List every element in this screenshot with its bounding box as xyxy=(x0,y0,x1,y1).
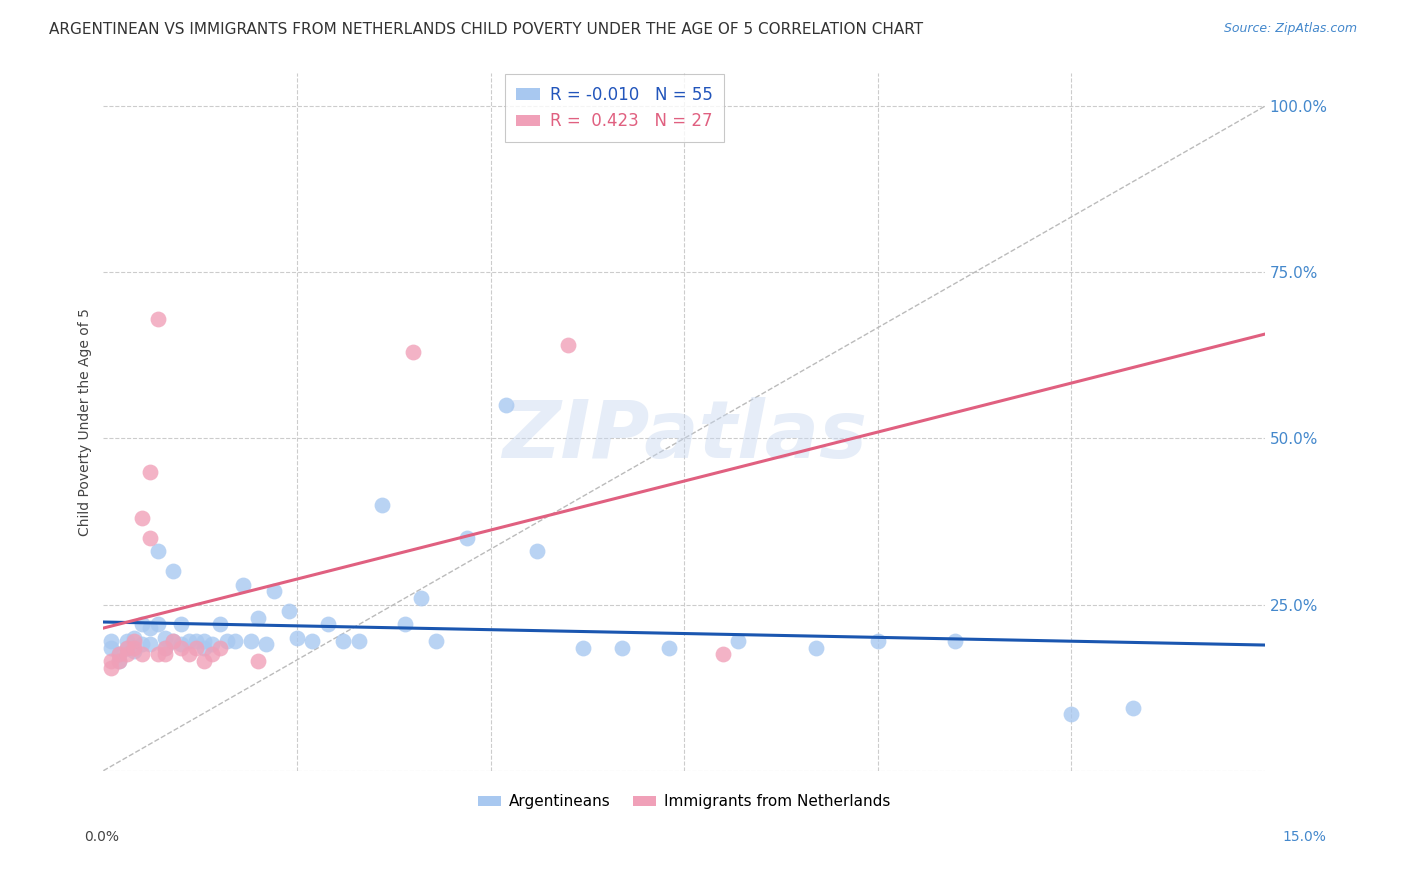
Point xyxy=(108,648,131,662)
Point xyxy=(100,654,122,668)
Point xyxy=(115,640,138,655)
Point xyxy=(557,338,579,352)
Point xyxy=(115,634,138,648)
Text: 15.0%: 15.0% xyxy=(1282,830,1327,844)
Point xyxy=(139,637,162,651)
Point xyxy=(232,577,254,591)
Point xyxy=(1060,707,1083,722)
Point xyxy=(526,544,548,558)
Point xyxy=(217,634,239,648)
Point xyxy=(193,634,215,648)
Point xyxy=(155,640,177,655)
Point xyxy=(124,634,146,648)
Point xyxy=(177,634,200,648)
Point xyxy=(124,640,146,655)
Point xyxy=(394,617,416,632)
Point xyxy=(347,634,370,648)
Point xyxy=(170,617,193,632)
Point xyxy=(170,637,193,651)
Point xyxy=(247,654,270,668)
Point xyxy=(254,637,277,651)
Point xyxy=(285,631,308,645)
Point xyxy=(239,634,262,648)
Point xyxy=(193,640,215,655)
Point xyxy=(124,644,146,658)
Point xyxy=(612,640,634,655)
Point xyxy=(139,531,162,545)
Point xyxy=(115,648,138,662)
Point xyxy=(711,648,734,662)
Point xyxy=(208,617,231,632)
Point xyxy=(146,544,169,558)
Point xyxy=(247,611,270,625)
Point xyxy=(186,634,208,648)
Point xyxy=(108,654,131,668)
Point xyxy=(124,631,146,645)
Point xyxy=(224,634,246,648)
Point xyxy=(155,631,177,645)
Text: ARGENTINEAN VS IMMIGRANTS FROM NETHERLANDS CHILD POVERTY UNDER THE AGE OF 5 CORR: ARGENTINEAN VS IMMIGRANTS FROM NETHERLAN… xyxy=(49,22,924,37)
Point xyxy=(727,634,749,648)
Point xyxy=(100,661,122,675)
Point xyxy=(139,621,162,635)
Point xyxy=(131,617,153,632)
Text: 0.0%: 0.0% xyxy=(84,830,118,844)
Point xyxy=(371,498,394,512)
Point xyxy=(108,654,131,668)
Point xyxy=(316,617,339,632)
Point xyxy=(100,640,122,655)
Point xyxy=(155,648,177,662)
Point xyxy=(425,634,447,648)
Point xyxy=(495,398,517,412)
Y-axis label: Child Poverty Under the Age of 5: Child Poverty Under the Age of 5 xyxy=(79,308,93,536)
Point xyxy=(208,640,231,655)
Point xyxy=(658,640,681,655)
Point xyxy=(278,604,301,618)
Point xyxy=(146,617,169,632)
Text: ZIPatlas: ZIPatlas xyxy=(502,397,866,475)
Point xyxy=(402,345,425,359)
Point xyxy=(155,640,177,655)
Point xyxy=(201,637,224,651)
Text: Source: ZipAtlas.com: Source: ZipAtlas.com xyxy=(1223,22,1357,36)
Point xyxy=(186,640,208,655)
Point xyxy=(108,648,131,662)
Point xyxy=(170,640,193,655)
Point xyxy=(139,465,162,479)
Point xyxy=(162,565,184,579)
Point xyxy=(100,634,122,648)
Point xyxy=(131,511,153,525)
Legend: Argentineans, Immigrants from Netherlands: Argentineans, Immigrants from Netherland… xyxy=(472,789,896,815)
Point xyxy=(115,640,138,655)
Point xyxy=(177,648,200,662)
Point xyxy=(131,648,153,662)
Point xyxy=(456,531,478,545)
Point xyxy=(943,634,966,648)
Point xyxy=(162,634,184,648)
Point xyxy=(162,634,184,648)
Point xyxy=(1122,700,1144,714)
Point xyxy=(572,640,595,655)
Point xyxy=(301,634,323,648)
Point xyxy=(804,640,827,655)
Point xyxy=(201,648,224,662)
Point xyxy=(866,634,889,648)
Point xyxy=(146,648,169,662)
Point xyxy=(263,584,285,599)
Point xyxy=(409,591,432,605)
Point xyxy=(131,637,153,651)
Point xyxy=(146,311,169,326)
Point xyxy=(193,654,215,668)
Point xyxy=(332,634,354,648)
